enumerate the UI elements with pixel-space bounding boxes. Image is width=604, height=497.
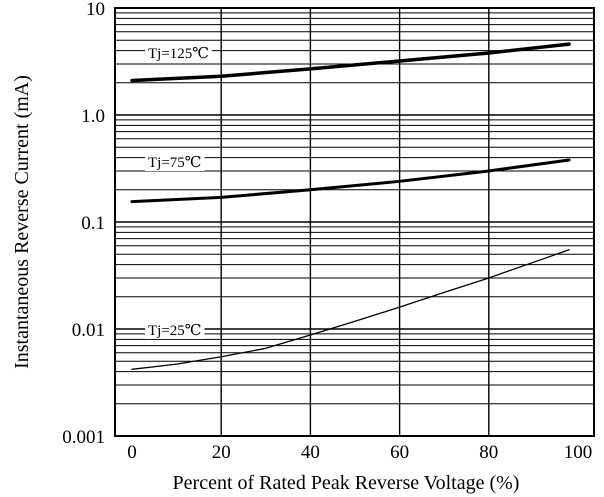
series-label-background <box>145 152 205 171</box>
series-lines <box>130 42 571 370</box>
grid <box>115 8 594 436</box>
series-label-background <box>145 43 213 62</box>
y-tick-label: 10 <box>86 0 105 20</box>
x-tick-label: 100 <box>564 442 593 463</box>
series-label: Tj=125℃ <box>148 46 209 62</box>
series-line <box>130 42 571 83</box>
series-label-background <box>145 320 205 339</box>
series-label: Tj=75℃ <box>148 155 202 171</box>
y-tick-label: 1.0 <box>81 106 105 127</box>
series-line <box>130 158 571 204</box>
x-tick-labels: 0 20 40 60 80 100 <box>127 442 592 463</box>
series-labels: Tj=125℃ Tj=75℃ Tj=25℃ <box>145 43 213 339</box>
plot-frame <box>114 7 595 437</box>
x-tick-label: 60 <box>390 442 409 463</box>
x-tick-label: 80 <box>479 442 498 463</box>
series-line <box>131 249 570 370</box>
x-tick-label: 40 <box>301 442 320 463</box>
y-axis-title: Instantaneous Reverse Current (mA) <box>11 75 33 369</box>
y-tick-label: 0.1 <box>81 213 105 234</box>
x-axis-title: Percent of Rated Peak Reverse Voltage (%… <box>173 472 520 494</box>
y-tick-label: 0.01 <box>72 320 105 341</box>
series-label: Tj=25℃ <box>148 323 202 339</box>
x-tick-label: 0 <box>127 442 137 463</box>
y-tick-label: 0.001 <box>62 427 105 448</box>
y-tick-labels: 0.001 0.01 0.1 1.0 10 <box>62 0 105 448</box>
x-tick-label: 20 <box>212 442 231 463</box>
